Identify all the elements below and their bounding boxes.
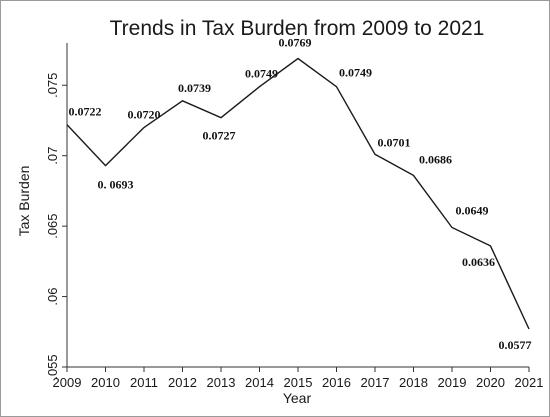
- data-label: 0.0686: [419, 152, 452, 166]
- x-tick-label: 2011: [130, 375, 158, 390]
- data-label: 0.0701: [378, 135, 411, 149]
- data-label: 0.0769: [279, 35, 312, 49]
- x-tick-label: 2015: [284, 375, 313, 390]
- y-axis-ticks: .055 .06 .065 .07 .075: [45, 73, 67, 380]
- data-label: 0.0739: [178, 81, 211, 95]
- data-label: 0. 0693: [98, 178, 134, 192]
- data-label: 0.0727: [203, 129, 236, 143]
- x-tick-label: 2013: [207, 375, 236, 390]
- x-tick-label: 2012: [168, 375, 197, 390]
- data-label: 0.0577: [499, 338, 532, 352]
- x-tick-label: 2016: [322, 375, 351, 390]
- x-axis-ticks: 2009 2010 2011 2012 2013 2014 2015 2016 2017 2018…: [53, 367, 544, 390]
- data-label: 0.0749: [245, 67, 278, 81]
- y-tick-label: .06: [45, 288, 60, 306]
- x-tick-label: 2017: [361, 375, 390, 390]
- y-tick-label: .07: [45, 147, 60, 165]
- x-tick-label: 2020: [476, 375, 505, 390]
- data-label: 0.0649: [456, 204, 489, 218]
- data-label: 0.0720: [128, 108, 161, 122]
- data-label: 0.0636: [462, 255, 495, 269]
- x-tick-label: 2009: [53, 375, 82, 390]
- data-labels: 0.0722 0. 0693 0.0720 0.0739 0.0727 0.0749 0.0…: [69, 35, 532, 351]
- y-tick-label: .065: [45, 213, 60, 238]
- x-tick-label: 2010: [91, 375, 120, 390]
- y-tick-label: .055: [45, 354, 60, 379]
- x-tick-label: 2021: [515, 375, 544, 390]
- x-axis-title: Year: [283, 390, 312, 406]
- series-line-tax-burden: [66, 57, 530, 330]
- data-label: 0.0722: [69, 105, 102, 119]
- x-tick-label: 2014: [245, 375, 274, 390]
- data-label: 0.0749: [339, 66, 372, 80]
- y-tick-label: .075: [45, 73, 60, 98]
- x-tick-label: 2018: [399, 375, 428, 390]
- y-axis-title: Tax Burden: [16, 166, 32, 237]
- x-tick-label: 2019: [438, 375, 467, 390]
- chart-title: Trends in Tax Burden from 2009 to 2021: [110, 17, 485, 40]
